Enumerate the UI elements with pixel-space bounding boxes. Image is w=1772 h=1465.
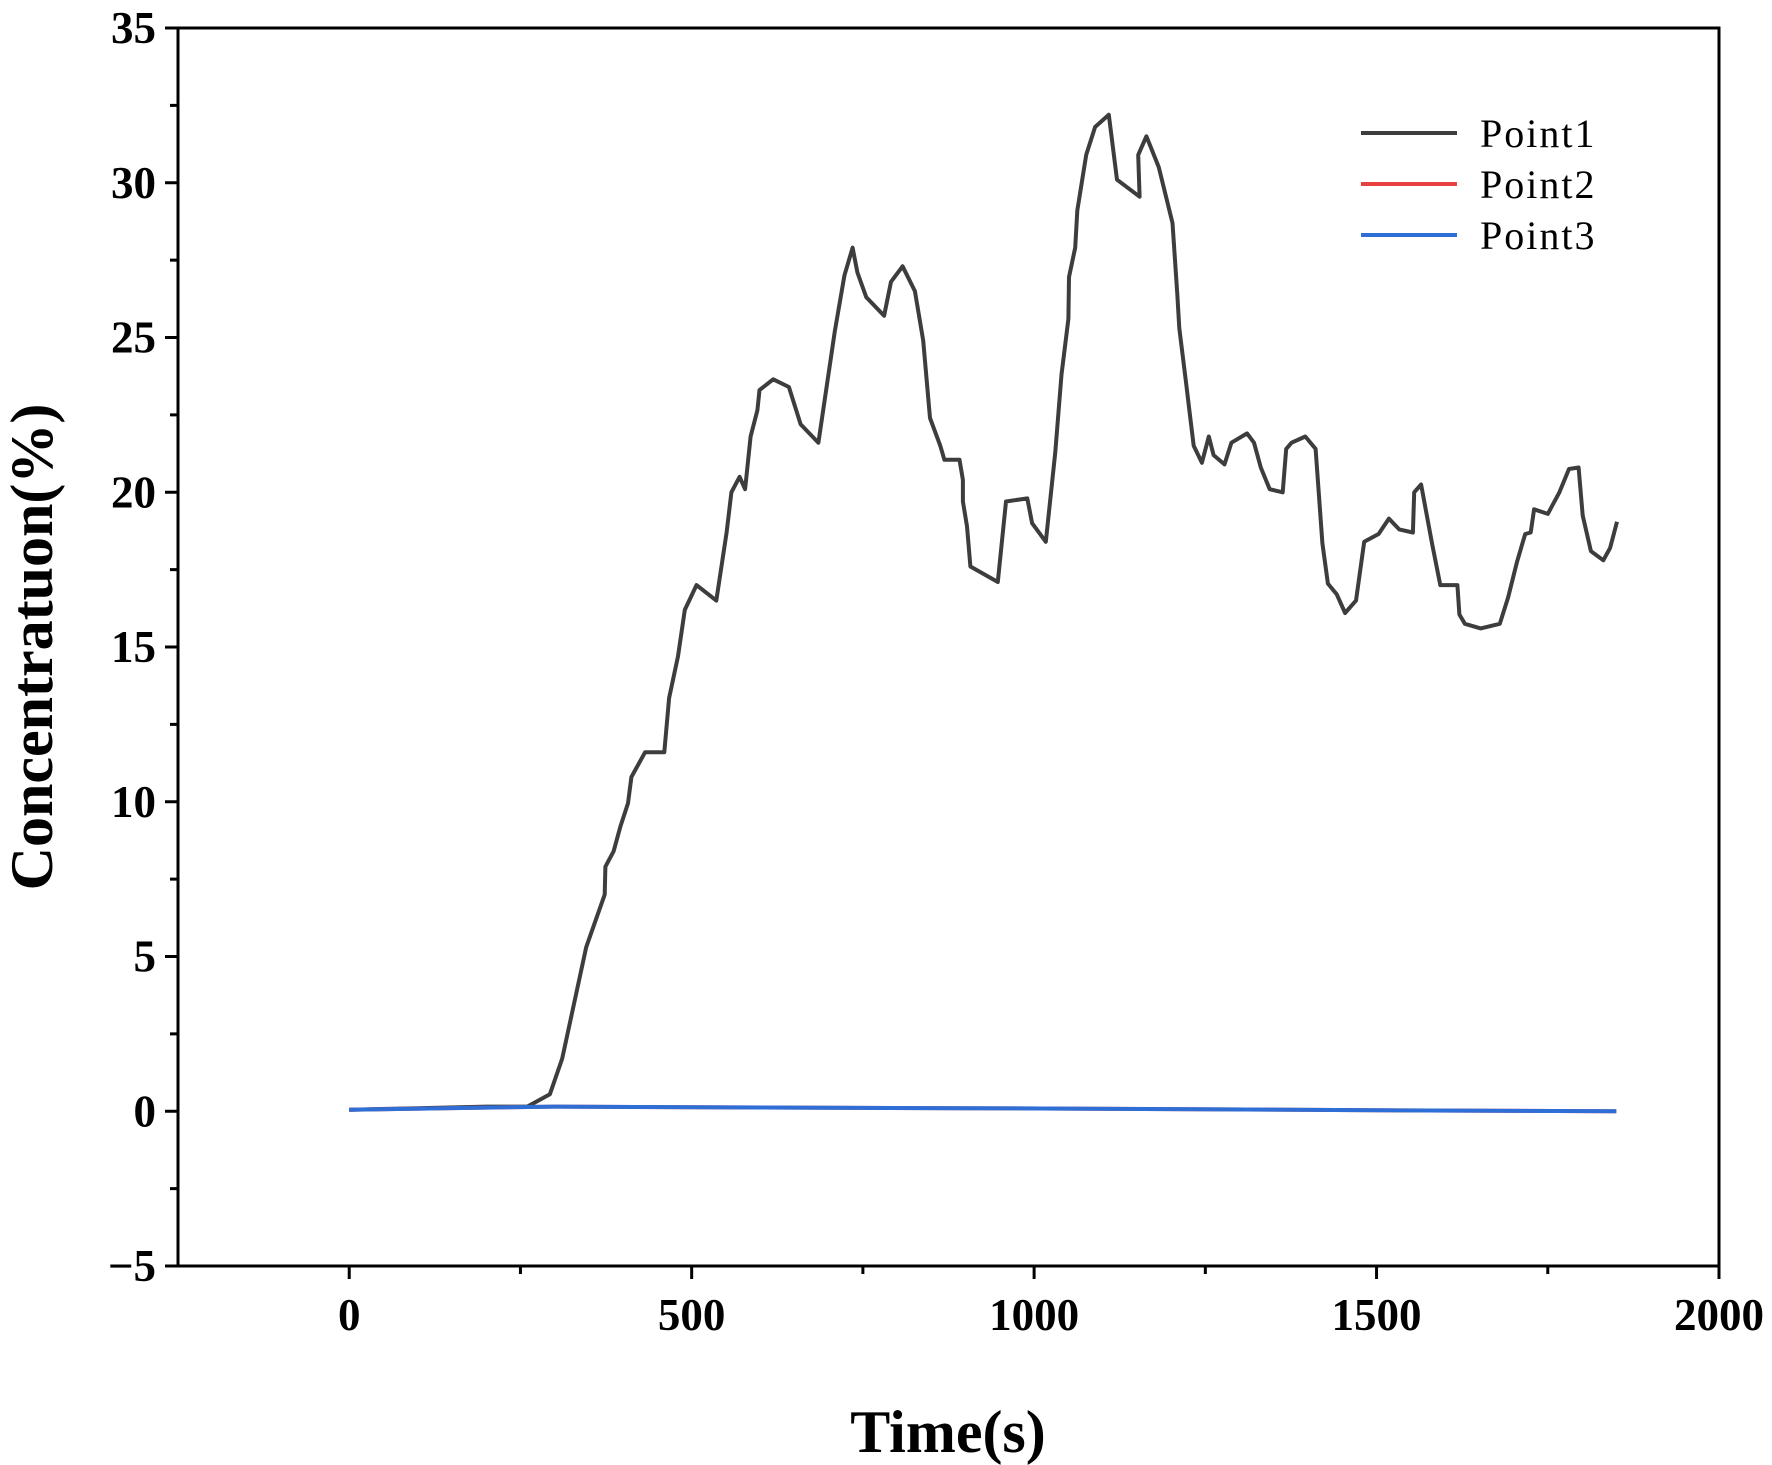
legend-label: Point3 <box>1480 213 1596 258</box>
x-axis-label: Time(s) <box>850 1399 1046 1465</box>
x-tick-label: 1500 <box>1332 1290 1422 1340</box>
y-axis-label: Concentratuon(%) <box>0 404 65 891</box>
y-tick-label: −5 <box>108 1241 156 1291</box>
legend-label: Point1 <box>1480 111 1596 156</box>
y-tick-label: 10 <box>111 777 156 827</box>
legend-label: Point2 <box>1480 162 1596 207</box>
y-tick-label: 25 <box>111 313 156 363</box>
y-tick-label: 30 <box>111 158 156 208</box>
y-tick-label: 20 <box>111 467 156 517</box>
x-tick-label: 1000 <box>989 1290 1079 1340</box>
y-tick-label: 35 <box>111 3 156 53</box>
y-tick-label: 0 <box>134 1086 157 1136</box>
series-line <box>349 112 1619 1112</box>
x-tick-label: 0 <box>338 1290 361 1340</box>
y-tick-label: 5 <box>134 932 157 982</box>
y-tick-label: 15 <box>111 622 156 672</box>
x-tick-label: 2000 <box>1674 1290 1764 1340</box>
series-line <box>349 1104 1617 1114</box>
x-tick-label: 500 <box>658 1290 726 1340</box>
